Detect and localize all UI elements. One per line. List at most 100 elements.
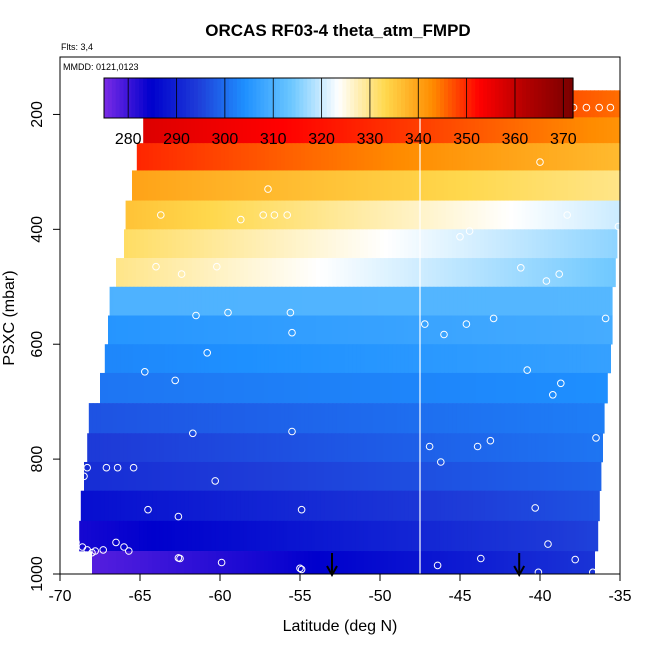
heatmap-cell — [395, 520, 400, 552]
heatmap-cell — [536, 403, 542, 434]
heatmap-cell — [233, 286, 239, 316]
heatmap-cell — [319, 117, 324, 144]
colorbar-segment — [189, 78, 195, 118]
heatmap-cell — [171, 117, 176, 144]
heatmap-cell — [552, 461, 557, 491]
heatmap-cell — [553, 200, 559, 230]
heatmap-cell — [217, 200, 223, 230]
heatmap-cell — [180, 344, 186, 374]
heatmap-cell — [156, 170, 161, 201]
heatmap-cell — [117, 286, 123, 316]
heatmap-cell — [303, 433, 308, 463]
heatmap-cell — [216, 258, 221, 288]
heatmap-cell — [136, 170, 141, 201]
heatmap-cell — [344, 490, 350, 522]
heatmap-cell — [112, 551, 117, 575]
heatmap-cell — [435, 520, 440, 552]
heatmap-cell — [456, 258, 461, 288]
heatmap-cell — [328, 403, 334, 434]
heatmap-cell — [484, 170, 489, 201]
heatmap-cell — [165, 286, 171, 316]
heatmap-cell — [336, 551, 341, 575]
heatmap-cell — [340, 344, 346, 374]
heatmap-cell — [613, 200, 619, 230]
heatmap-cell — [580, 372, 585, 404]
colorbar-segment — [299, 78, 304, 118]
heatmap-cell — [400, 551, 405, 575]
heatmap-cell — [199, 117, 204, 144]
colorbar-segment — [455, 78, 461, 118]
heatmap-cell — [104, 344, 110, 374]
heatmap-cell — [224, 551, 229, 575]
heatmap-cell — [501, 286, 507, 316]
heatmap-cell — [200, 344, 206, 374]
heatmap-band — [132, 170, 621, 201]
colorbar-segment — [471, 78, 476, 118]
heatmap-cell — [272, 461, 277, 491]
colorbar-segment — [365, 78, 371, 118]
heatmap-cell — [444, 403, 450, 434]
heatmap-cell — [336, 143, 342, 171]
heatmap-cell — [556, 551, 561, 575]
heatmap-cell — [284, 170, 289, 201]
heatmap-cell — [163, 433, 168, 463]
heatmap-cell — [524, 344, 530, 374]
heatmap-cell — [448, 490, 454, 522]
heatmap-cell — [451, 433, 456, 463]
heatmap-cell — [395, 117, 400, 144]
heatmap-cell — [608, 143, 614, 171]
heatmap-cell — [231, 520, 236, 552]
heatmap-cell — [396, 258, 401, 288]
heatmap-cell — [241, 200, 247, 230]
heatmap-cell — [489, 200, 495, 230]
heatmap-cell — [569, 200, 575, 230]
heatmap-cell — [284, 461, 289, 491]
heatmap-cell — [156, 143, 162, 171]
heatmap-cell — [464, 461, 469, 491]
heatmap-cell — [380, 344, 386, 374]
heatmap-cell — [448, 170, 453, 201]
heatmap-cell — [120, 403, 126, 434]
heatmap-cell — [548, 143, 554, 171]
heatmap-cell — [529, 200, 535, 230]
heatmap-cell — [232, 229, 237, 259]
colorbar-tick-label: 360 — [502, 131, 529, 148]
heatmap-cell — [541, 286, 547, 316]
heatmap-cell — [472, 461, 477, 491]
heatmap-cell — [111, 520, 116, 552]
heatmap-cell — [608, 170, 613, 201]
heatmap-cell — [380, 170, 385, 201]
heatmap-cell — [588, 372, 593, 404]
heatmap-cell — [479, 117, 484, 144]
heatmap-cell — [140, 461, 145, 491]
heatmap-cell — [412, 490, 418, 522]
data-point — [296, 564, 304, 573]
colorbar-segment — [295, 78, 301, 118]
heatmap-cell — [304, 170, 309, 201]
heatmap-cell — [543, 520, 548, 552]
heatmap-cell — [396, 315, 401, 345]
heatmap-cell — [599, 117, 604, 144]
heatmap-cell — [288, 170, 293, 201]
heatmap-cell — [368, 490, 374, 522]
heatmap-cell — [316, 403, 322, 434]
heatmap-cell — [428, 344, 434, 374]
heatmap-cell — [229, 286, 235, 316]
heatmap-cell — [521, 286, 527, 316]
heatmap-cell — [456, 315, 461, 345]
colorbar-segment — [166, 78, 172, 118]
heatmap-cell — [579, 117, 584, 144]
heatmap-cell — [252, 170, 257, 201]
heatmap-cell — [108, 551, 113, 575]
heatmap-cell — [96, 551, 101, 575]
heatmap-cell — [252, 143, 258, 171]
heatmap-cell — [588, 170, 593, 201]
heatmap-cell — [600, 315, 605, 345]
data-point — [437, 458, 445, 466]
heatmap-cell — [152, 551, 157, 575]
heatmap-cell — [192, 461, 197, 491]
heatmap-cell — [412, 403, 418, 434]
heatmap-cell — [487, 117, 492, 144]
heatmap-cell — [431, 117, 436, 144]
heatmap-cell — [129, 200, 135, 230]
